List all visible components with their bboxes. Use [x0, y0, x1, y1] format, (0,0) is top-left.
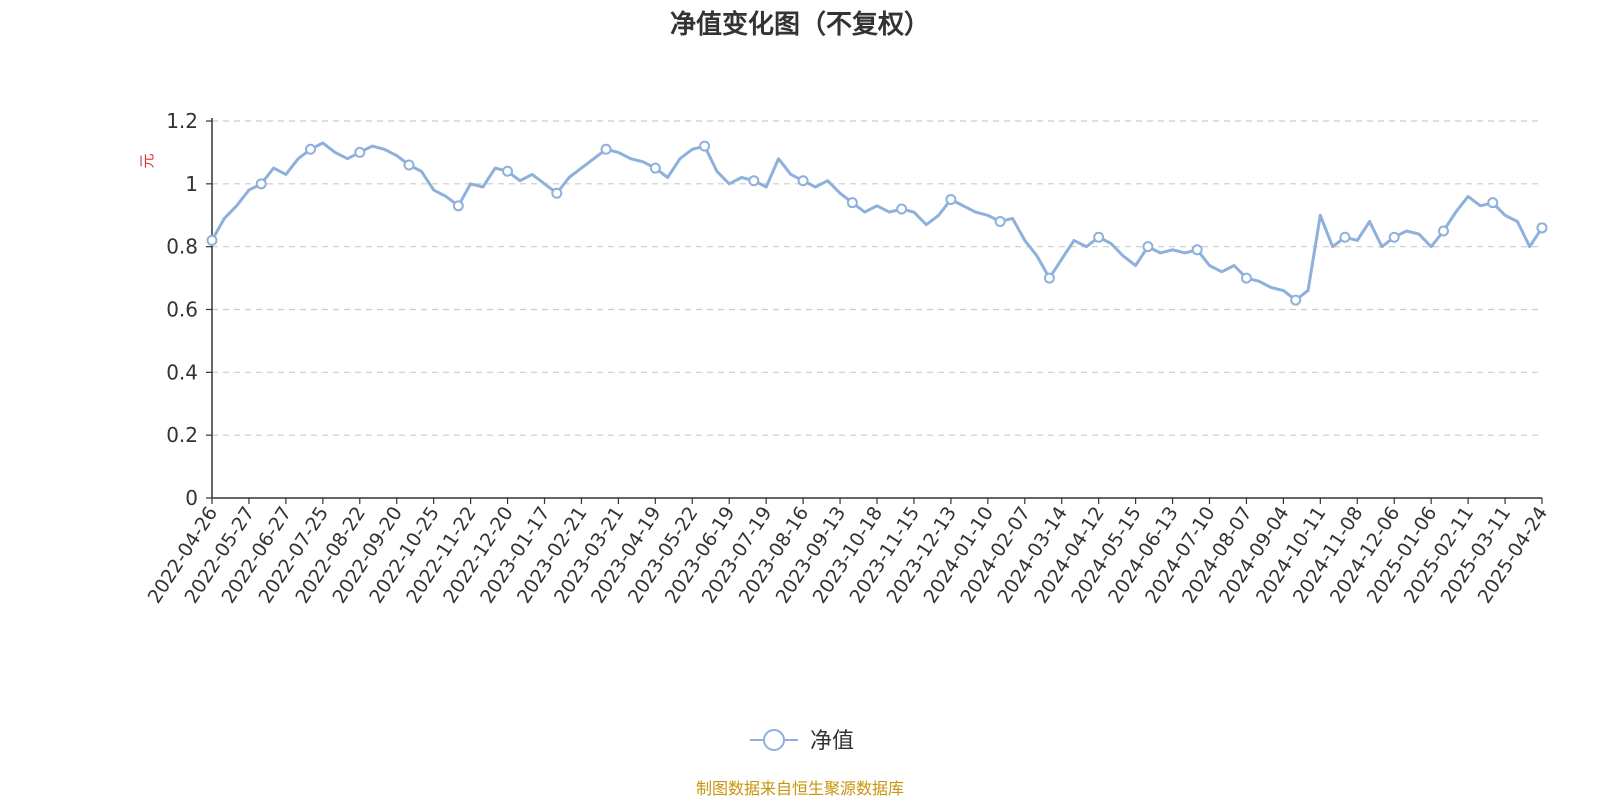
data-point: [1240, 272, 1252, 284]
data-point: [699, 140, 711, 152]
data-point: [502, 165, 514, 177]
data-point: [255, 178, 267, 190]
y-tick-label: 1: [185, 172, 198, 196]
data-point: [1142, 241, 1154, 253]
data-point: [846, 197, 858, 209]
data-point: [600, 143, 612, 155]
data-point: [1536, 222, 1548, 234]
data-point: [945, 194, 957, 206]
data-point: [994, 216, 1006, 228]
data-point: [1388, 231, 1400, 243]
data-point: [206, 234, 218, 246]
data-point: [797, 175, 809, 187]
y-tick-label: 0.2: [166, 423, 198, 447]
series-line: [210, 141, 1544, 302]
y-tick-label: 0.8: [166, 235, 198, 259]
series-net-value: [206, 140, 1548, 306]
data-point: [748, 175, 760, 187]
data-point: [1093, 231, 1105, 243]
legend-circle-icon: [763, 729, 785, 751]
y-tick-label: 0: [185, 486, 198, 510]
axes: [206, 118, 1543, 504]
data-point: [305, 143, 317, 155]
data-point: [551, 187, 563, 199]
data-source-note: 制图数据来自恒生聚源数据库: [696, 779, 904, 798]
y-tick-labels: 0 0.2 0.4 0.6 0.8 1 1.2: [166, 109, 198, 510]
data-point: [403, 159, 415, 171]
data-point: [649, 162, 661, 174]
data-point: [1437, 225, 1449, 237]
data-point: [1043, 272, 1055, 284]
data-point: [1339, 231, 1351, 243]
grid-lines: [212, 120, 1542, 436]
data-point: [1487, 197, 1499, 209]
y-axis-label: 元: [138, 153, 156, 168]
x-tick-labels: 2022-04-262022-05-272022-06-272022-07-25…: [144, 503, 1553, 608]
chart-title: 净值变化图（不复权）: [670, 9, 930, 40]
data-point: [354, 146, 366, 158]
data-point: [1290, 294, 1302, 306]
data-point: [452, 200, 464, 212]
y-tick-label: 0.6: [166, 298, 198, 322]
y-tick-label: 1.2: [166, 109, 198, 133]
data-point: [896, 203, 908, 215]
y-tick-label: 0.4: [166, 360, 198, 384]
legend[interactable]: 净值: [750, 729, 854, 754]
data-point: [1191, 244, 1203, 256]
legend-label: 净值: [810, 729, 854, 754]
